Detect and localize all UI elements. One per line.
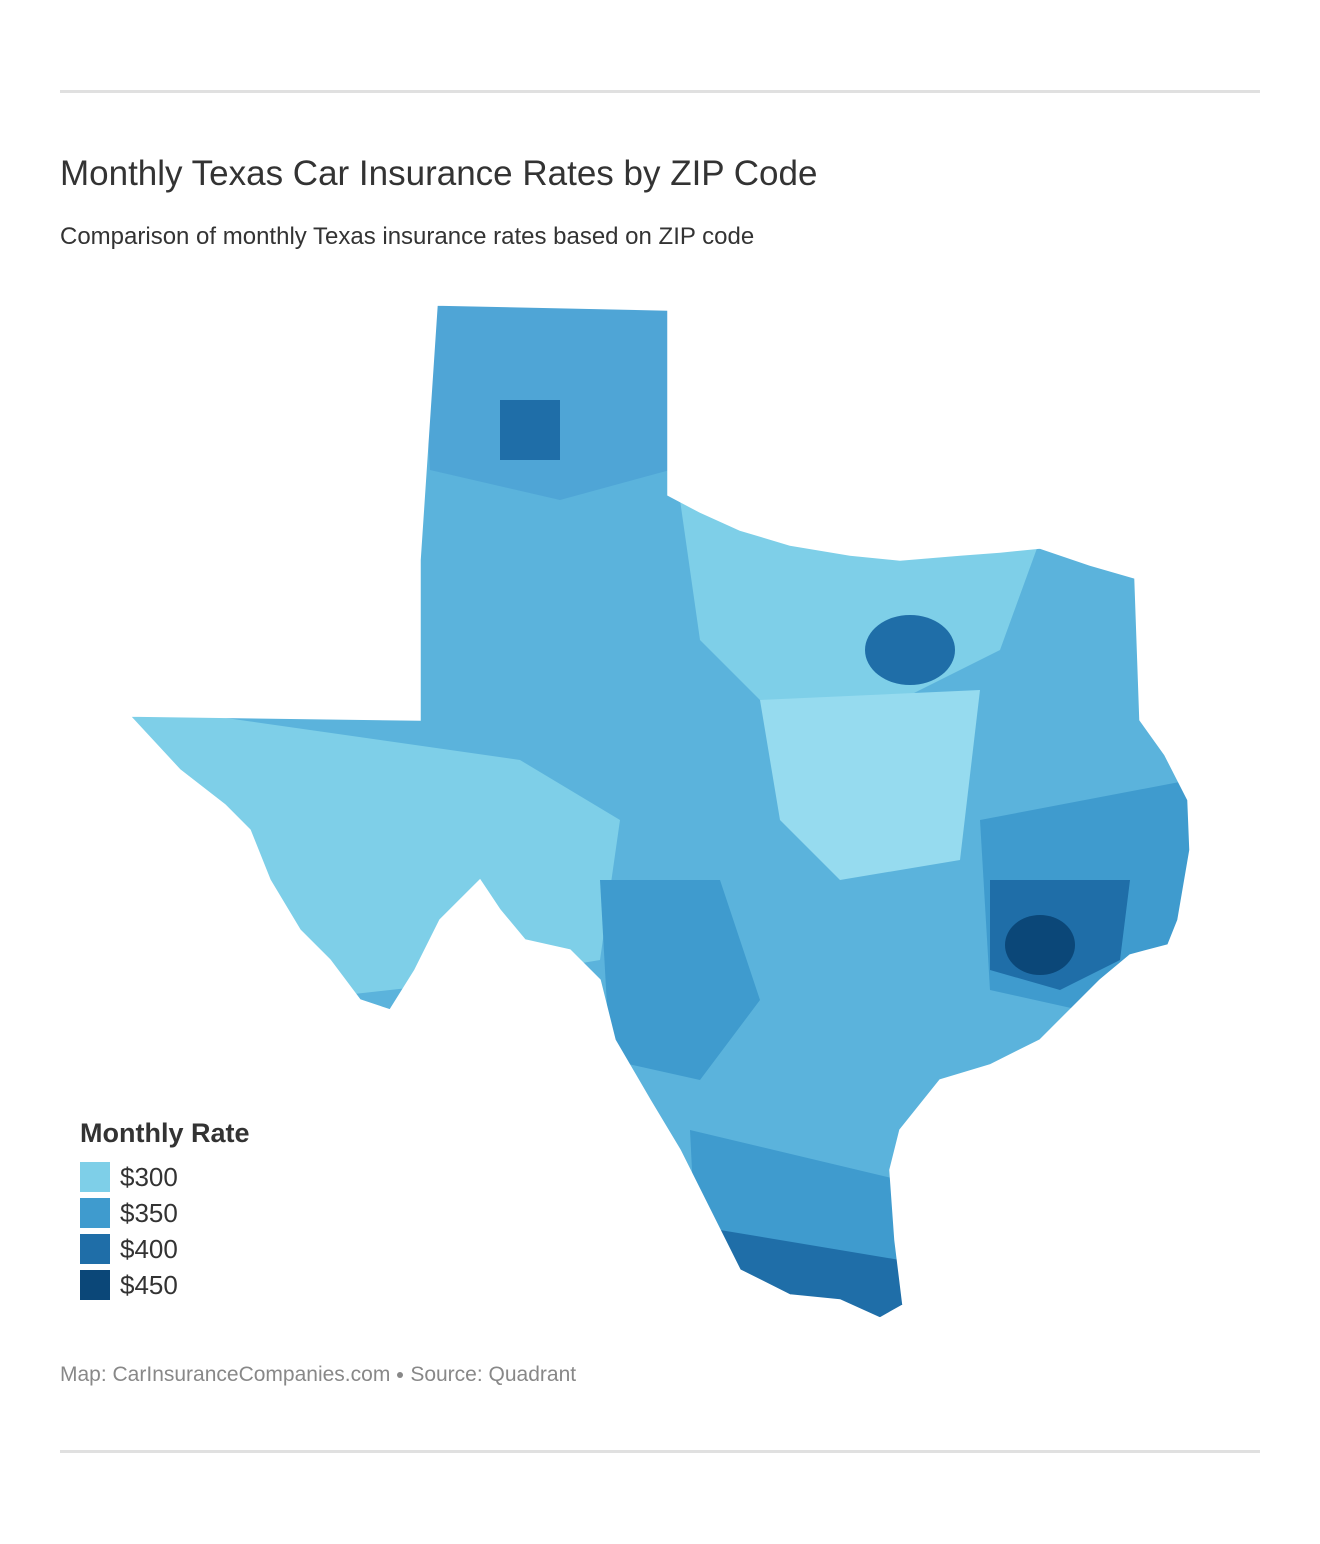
legend-items: $300 $350 $400 $450 — [80, 1159, 250, 1303]
legend-swatch — [80, 1162, 110, 1192]
legend-swatch — [80, 1198, 110, 1228]
title: Monthly Texas Car Insurance Rates by ZIP… — [60, 154, 818, 193]
top-rule — [60, 90, 1260, 93]
legend: Monthly Rate $300 $350 $400 $450 — [80, 1118, 250, 1303]
legend-item: $400 — [80, 1231, 250, 1267]
map-credit: Map: CarInsuranceCompanies.com — [60, 1363, 391, 1386]
map-regions — [130, 305, 1190, 1318]
separator — [397, 1372, 404, 1378]
legend-label: $350 — [120, 1197, 178, 1228]
legend-label: $300 — [120, 1161, 178, 1192]
bottom-rule — [60, 1450, 1260, 1453]
legend-swatch — [80, 1270, 110, 1300]
legend-swatch — [80, 1234, 110, 1264]
legend-item: $350 — [80, 1195, 250, 1231]
legend-label: $400 — [120, 1233, 178, 1264]
source: Source: Quadrant — [410, 1363, 577, 1386]
legend-label: $450 — [120, 1269, 178, 1300]
legend-item: $300 — [80, 1159, 250, 1195]
subtitle: Comparison of monthly Texas insurance ra… — [60, 223, 755, 250]
legend-title: Monthly Rate — [80, 1118, 250, 1148]
legend-item: $450 — [80, 1267, 250, 1303]
texas-map — [129, 304, 1191, 1319]
footer: Map: CarInsuranceCompanies.com Source: Qu… — [60, 1363, 576, 1387]
